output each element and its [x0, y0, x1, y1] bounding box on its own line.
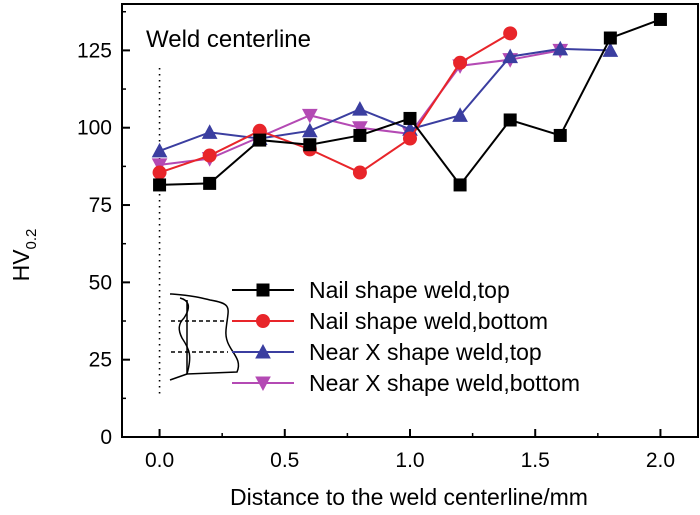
- data-point: [352, 121, 368, 136]
- legend-marker: [255, 343, 271, 359]
- legend-item: Near X shape weld,bottom: [232, 370, 580, 396]
- x-tick-label: 0.0: [145, 449, 174, 472]
- data-point: [152, 165, 167, 180]
- data-point: [353, 128, 367, 142]
- svg-text:HV0.2: HV0.2: [8, 229, 40, 282]
- weld-cross-section-icon: [169, 293, 240, 381]
- data-point: [503, 26, 518, 41]
- y-tick-label: 50: [89, 271, 112, 294]
- x-tick-label: 1.5: [521, 449, 550, 472]
- data-point: [151, 142, 168, 158]
- legend-item: Nail shape weld,top: [232, 277, 510, 303]
- series-layer: [151, 12, 667, 192]
- data-point: [301, 122, 318, 138]
- data-point: [453, 55, 468, 70]
- y-tick-label: 75: [89, 194, 112, 217]
- y-tick-label: 100: [77, 117, 112, 140]
- data-point: [352, 165, 367, 180]
- y-tick-label: 0: [100, 426, 112, 449]
- series-line: [159, 47, 611, 152]
- y-tick-label: 25: [89, 349, 112, 372]
- data-point: [201, 124, 218, 139]
- data-point: [303, 138, 317, 152]
- data-point: [153, 178, 167, 192]
- data-point: [301, 108, 318, 124]
- data-point: [603, 31, 617, 45]
- x-tick-label: 1.0: [395, 449, 424, 472]
- legend-label: Near X shape weld,bottom: [309, 370, 580, 396]
- data-point: [403, 111, 417, 125]
- x-tick-label: 2.0: [646, 449, 675, 472]
- legend-item: Nail shape weld,bottom: [232, 308, 548, 334]
- legend-item: Near X shape weld,top: [232, 339, 542, 365]
- x-axis-title: Distance to the weld centerline/mm: [230, 484, 588, 510]
- data-point: [503, 113, 517, 127]
- legend-label: Near X shape weld,top: [309, 339, 542, 365]
- y-axis-title-subscript: 0.2: [23, 229, 40, 250]
- weld-centerline-annotation: Weld centerline: [146, 26, 311, 53]
- data-point: [203, 176, 217, 190]
- data-point: [502, 48, 519, 64]
- data-point: [253, 133, 267, 147]
- series-0: [153, 12, 667, 192]
- data-point: [602, 42, 619, 57]
- data-point: [552, 40, 569, 56]
- legend-marker: [255, 376, 271, 392]
- data-point: [553, 128, 567, 142]
- legend-marker: [256, 314, 270, 328]
- y-axis-title-main: HV: [8, 249, 34, 282]
- legend-label: Nail shape weld,bottom: [309, 308, 548, 334]
- data-point: [352, 101, 368, 116]
- y-tick-label: 125: [77, 39, 112, 62]
- legend-label: Nail shape weld,top: [309, 277, 510, 303]
- data-point: [453, 178, 467, 192]
- data-point: [151, 158, 168, 173]
- x-tick-label: 0.5: [270, 449, 299, 472]
- data-point: [452, 107, 468, 122]
- axis-ticks: 0.0 0.5 1.0 1.5 2.0 0 25 50 75 100 125: [77, 10, 675, 472]
- data-point: [403, 131, 417, 146]
- data-point: [202, 148, 217, 163]
- legend: Nail shape weld,top Nail shape weld,botto…: [232, 277, 580, 396]
- data-point: [653, 12, 667, 26]
- series-line: [159, 32, 511, 174]
- legend-marker: [256, 283, 270, 297]
- y-axis-title: HV0.2: [8, 229, 40, 282]
